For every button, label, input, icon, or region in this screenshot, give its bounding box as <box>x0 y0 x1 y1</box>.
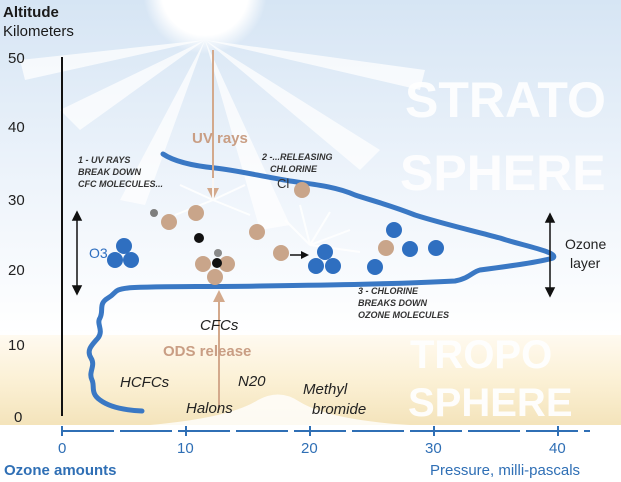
y-axis-title-line2: Kilometers <box>3 23 74 40</box>
x-tick-20: 20 <box>301 440 318 457</box>
y-tick-30: 30 <box>8 192 25 209</box>
x-tick-0: 0 <box>58 440 66 457</box>
atom-tan <box>161 214 177 230</box>
step2-label-line2: CHLORINE <box>270 164 318 174</box>
step1-label-line2: BREAK DOWN <box>78 167 141 177</box>
x-axis-title-pressure: Pressure, milli-pascals <box>430 462 580 479</box>
atom-tan <box>249 224 265 240</box>
atom-tan <box>188 205 204 221</box>
halons-label: Halons <box>186 400 233 417</box>
step3-label-line1: 3 - CHLORINE <box>358 286 419 296</box>
stratosphere-label-line2: SPHERE <box>400 145 606 201</box>
n2o-label: N20 <box>238 373 266 390</box>
y-tick-0: 0 <box>14 409 22 426</box>
oxygen-atom <box>402 241 418 257</box>
ozone-layer-label-line1: Ozone <box>565 236 606 252</box>
chlorine-atom <box>273 245 289 261</box>
y-tick-10: 10 <box>8 337 25 354</box>
chlorine-atom <box>294 182 310 198</box>
step1-label-line1: 1 - UV RAYS <box>78 155 130 165</box>
x-tick-40: 40 <box>549 440 566 457</box>
methyl-bromide-label-line1: Methyl <box>303 381 348 398</box>
troposphere-label-line2: SPHERE <box>408 381 573 425</box>
step2-label-line1: 2 -...RELEASING <box>261 152 333 162</box>
step3-label-line2: BREAKS DOWN <box>358 298 427 308</box>
step3-label-line3: OZONE MOLECULES <box>358 310 449 320</box>
x-tick-30: 30 <box>425 440 442 457</box>
oxygen-atom <box>386 222 402 238</box>
troposphere-label-line1: TROPO <box>410 333 552 377</box>
ozone-layer-label-line2: layer <box>570 255 601 271</box>
step1-label-line3: CFC MOLECULES... <box>78 179 163 189</box>
oxygen-atom <box>428 240 444 256</box>
x-axis-title-ozone: Ozone amounts <box>4 462 117 479</box>
ods-release-label: ODS release <box>163 343 251 360</box>
oxygen-atom <box>367 259 383 275</box>
cfcs-label: CFCs <box>200 317 239 334</box>
x-tick-10: 10 <box>177 440 194 457</box>
atom-black <box>194 233 204 243</box>
y-tick-50: 50 <box>8 50 25 67</box>
o3-label: O3 <box>89 245 108 261</box>
uv-rays-label: UV rays <box>192 130 248 147</box>
hcfcs-label: HCFCs <box>120 374 170 391</box>
chlorine-atom <box>378 240 394 256</box>
atom-grey-small <box>214 249 222 257</box>
y-tick-40: 40 <box>8 119 25 136</box>
chlorine-label: Cl <box>277 176 289 191</box>
y-axis-title-line1: Altitude <box>3 4 59 21</box>
y-tick-20: 20 <box>8 262 25 279</box>
methyl-bromide-label-line2: bromide <box>312 401 366 418</box>
atom-grey-small <box>150 209 158 217</box>
stratosphere-label-line1: STRATO <box>405 72 606 128</box>
